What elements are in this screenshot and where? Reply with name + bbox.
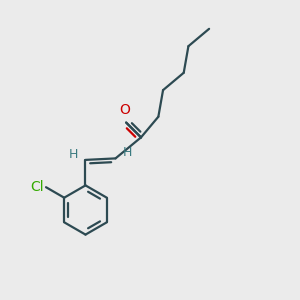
- Text: Cl: Cl: [30, 180, 43, 194]
- Text: O: O: [119, 103, 130, 117]
- Text: H: H: [69, 148, 78, 161]
- Text: H: H: [123, 146, 132, 160]
